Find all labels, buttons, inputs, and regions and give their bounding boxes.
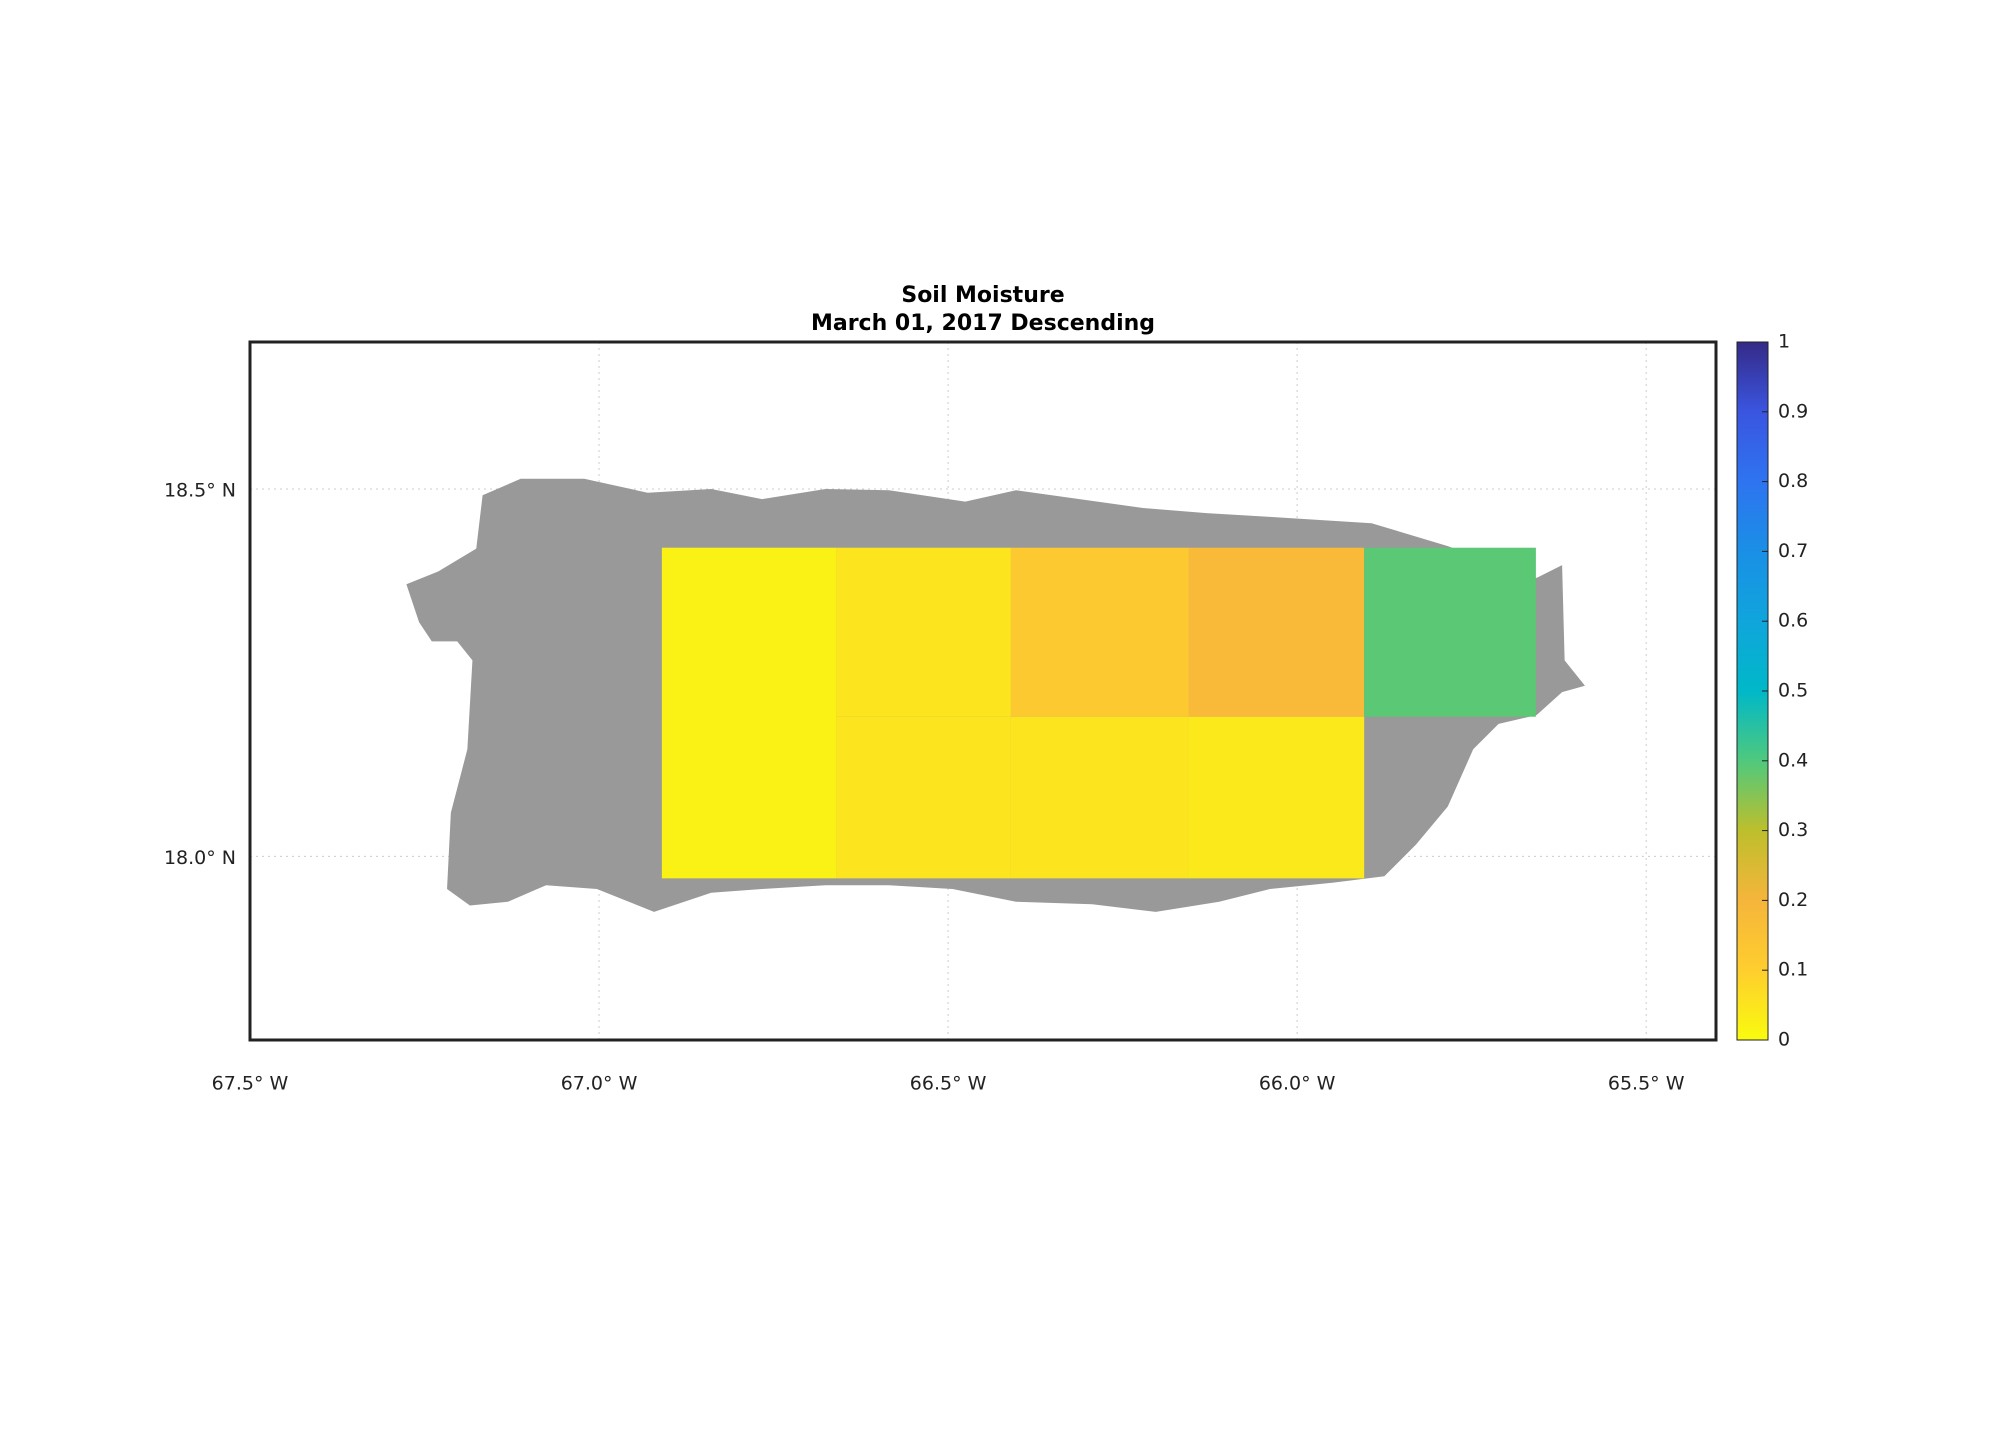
colorbar-tick-label: 0.3 bbox=[1778, 819, 1808, 841]
colorbar bbox=[1736, 341, 1769, 1041]
colorbar-tick-label: 0.1 bbox=[1778, 959, 1808, 981]
grid-cell bbox=[836, 716, 1011, 879]
colorbar-tick-label: 0.5 bbox=[1778, 680, 1808, 702]
grid-cell bbox=[1188, 716, 1365, 879]
grid-cell bbox=[1010, 716, 1189, 879]
x-tick-label: 66.5° W bbox=[910, 1073, 987, 1095]
colorbar-tick-label: 0.9 bbox=[1778, 400, 1808, 422]
x-tick-label: 66.0° W bbox=[1259, 1073, 1336, 1095]
grid-cell bbox=[1010, 547, 1189, 717]
plot-frame bbox=[248, 340, 1718, 1042]
grid-cell bbox=[1188, 547, 1365, 717]
y-tick-label: 18.5° N bbox=[164, 479, 236, 501]
cells bbox=[661, 547, 1536, 879]
x-tick-label: 65.5° W bbox=[1608, 1073, 1685, 1095]
y-tick-label: 18.0° N bbox=[164, 847, 236, 869]
colorbar-tick-label: 1 bbox=[1778, 331, 1790, 353]
grid-cell bbox=[836, 547, 1011, 717]
colorbar-tick-label: 0.2 bbox=[1778, 889, 1808, 911]
grid-cell bbox=[661, 547, 837, 879]
chart-subtitle: March 01, 2017 Descending bbox=[811, 311, 1155, 336]
colorbar-tick-label: 0.6 bbox=[1778, 610, 1808, 632]
x-tick-label: 67.5° W bbox=[212, 1073, 289, 1095]
colorbar-tick-label: 0.4 bbox=[1778, 749, 1808, 771]
chart-title: Soil Moisture bbox=[901, 283, 1064, 308]
x-tick-label: 67.0° W bbox=[561, 1073, 638, 1095]
colorbar-tick-label: 0 bbox=[1778, 1029, 1790, 1051]
grid-cell bbox=[1364, 547, 1536, 717]
colorbar-tick-label: 0.7 bbox=[1778, 540, 1808, 562]
colorbar-tick-label: 0.8 bbox=[1778, 470, 1808, 492]
